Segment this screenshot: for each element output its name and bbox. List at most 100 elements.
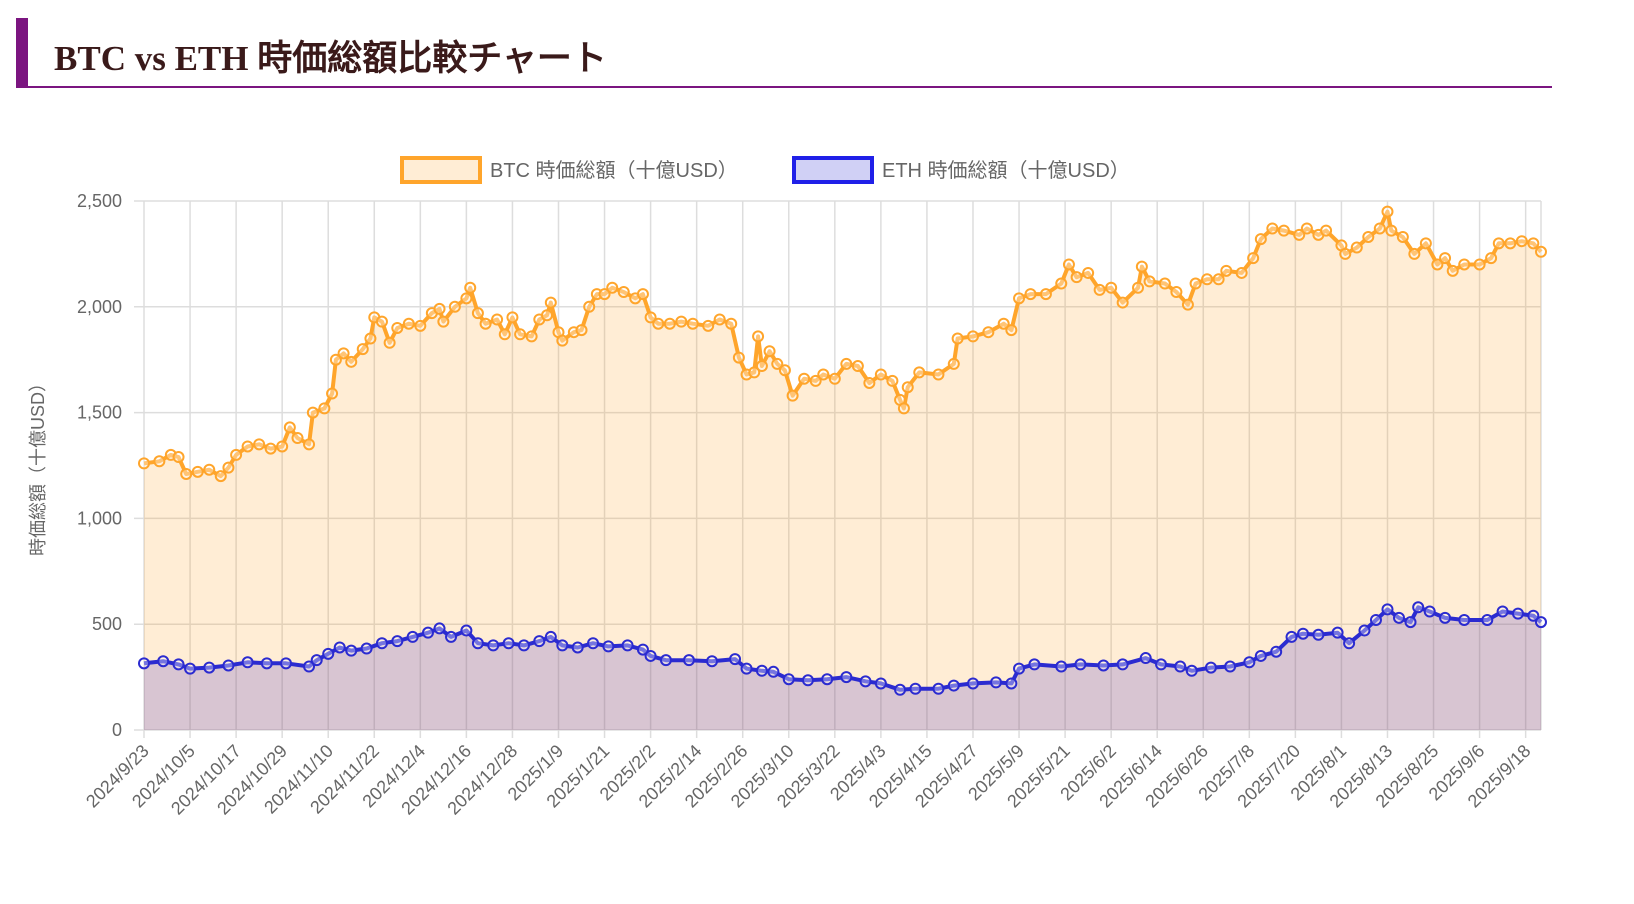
btc-data-point	[283, 421, 296, 434]
legend-item-btc[interactable]: BTC 時価総額（十億USD）	[400, 156, 738, 184]
eth-data-point	[990, 676, 1003, 689]
btc-data-point	[901, 381, 914, 394]
btc-line	[143, 209, 1543, 479]
btc-data-point	[1005, 324, 1018, 337]
series-marks	[138, 205, 1547, 696]
btc-data-point	[1082, 266, 1095, 279]
y-tick-label: 2,500	[77, 191, 122, 211]
eth-data-point	[801, 674, 814, 687]
btc-data-point	[713, 313, 726, 326]
eth-data-point	[729, 653, 742, 666]
eth-data-point	[909, 682, 922, 695]
btc-data-point	[460, 292, 473, 305]
btc-data-point	[337, 347, 350, 360]
btc-data-point	[1277, 224, 1290, 237]
x-axis: 2024/9/232024/10/52024/10/172024/10/2920…	[82, 741, 1534, 819]
btc-data-point	[951, 332, 964, 345]
btc-data-point	[1132, 281, 1145, 294]
eth-data-point	[345, 644, 358, 657]
btc-data-point	[947, 357, 960, 370]
eth-data-point	[138, 657, 150, 670]
legend-label-eth: ETH 時価総額（十億USD）	[882, 159, 1130, 182]
btc-data-point	[264, 442, 277, 455]
btc-data-point	[725, 317, 738, 330]
eth-data-point	[1312, 628, 1325, 641]
btc-data-point	[214, 470, 227, 483]
eth-data-point	[406, 630, 419, 643]
eth-data-point	[1412, 601, 1425, 614]
eth-data-point	[172, 658, 185, 671]
btc-data-point	[414, 319, 427, 332]
btc-data-point	[1181, 298, 1194, 311]
btc-data-point	[748, 366, 761, 379]
btc-data-point	[982, 326, 995, 339]
btc-data-point	[318, 402, 331, 415]
btc-data-point	[556, 334, 569, 347]
eth-data-point	[1527, 609, 1540, 622]
btc-data-point	[153, 455, 166, 468]
btc-data-point	[755, 360, 768, 373]
eth-data-point	[502, 637, 515, 650]
eth-data-point	[1243, 656, 1256, 669]
eth-data-point	[487, 639, 500, 652]
eth-data-point	[1535, 616, 1547, 629]
eth-data-point	[445, 630, 458, 643]
btc-data-point	[1320, 224, 1333, 237]
eth-data-point	[260, 657, 273, 670]
eth-data-point	[1511, 607, 1524, 620]
eth-data-point	[544, 630, 557, 643]
btc-data-point	[1527, 237, 1540, 250]
eth-data-point	[1423, 605, 1436, 618]
btc-data-point	[1235, 266, 1248, 279]
btc-data-point	[514, 328, 527, 341]
eth-data-point	[460, 624, 473, 637]
btc-data-point	[771, 357, 784, 370]
btc-data-point	[886, 374, 899, 387]
eth-data-point	[471, 637, 484, 650]
eth-data-point	[422, 626, 435, 639]
eth-data-point	[433, 622, 446, 635]
btc-data-point	[433, 302, 446, 315]
eth-data-point	[184, 662, 197, 675]
eth-data-point	[682, 654, 695, 667]
eth-data-point	[840, 671, 853, 684]
eth-data-point	[375, 637, 388, 650]
btc-data-point	[763, 345, 776, 358]
eth-data-point	[1297, 627, 1310, 640]
btc-data-point	[575, 324, 588, 337]
btc-data-point	[402, 317, 415, 330]
btc-data-point	[1385, 224, 1398, 237]
eth-data-point	[894, 683, 907, 696]
page-title: BTC vs ETH 時価総額比較チャート	[54, 39, 607, 78]
btc-data-point	[966, 330, 979, 343]
btc-data-point	[383, 336, 396, 349]
btc-data-point	[1504, 237, 1517, 250]
legend-label-btc: BTC 時価総額（十億USD）	[490, 159, 738, 182]
btc-data-point	[897, 402, 910, 415]
page-header: BTC vs ETH 時価総額比較チャート	[16, 18, 1552, 88]
btc-data-point	[1473, 258, 1486, 271]
btc-data-point	[471, 307, 484, 320]
btc-data-point	[364, 332, 377, 345]
btc-data-point	[1170, 285, 1183, 298]
btc-data-point	[686, 317, 699, 330]
btc-data-point	[241, 440, 254, 453]
y-tick-label: 1,000	[77, 508, 122, 528]
btc-data-point	[1093, 283, 1106, 296]
btc-data-point	[617, 285, 630, 298]
legend-swatch-eth	[792, 156, 874, 184]
eth-data-point	[303, 660, 316, 673]
btc-data-point	[479, 317, 492, 330]
legend[interactable]: BTC 時価総額（十億USD） ETH 時価総額（十億USD）	[400, 156, 1130, 184]
legend-item-eth[interactable]: ETH 時価総額（十億USD）	[792, 156, 1130, 184]
btc-data-point	[1062, 258, 1075, 271]
eth-data-point	[1404, 616, 1417, 629]
btc-data-point	[1535, 245, 1547, 258]
eth-data-point	[1481, 613, 1494, 626]
eth-data-point	[587, 637, 600, 650]
btc-data-point	[1362, 230, 1375, 243]
btc-data-point	[540, 309, 553, 322]
btc-data-point	[345, 355, 358, 368]
y-tick-label: 0	[112, 720, 122, 740]
